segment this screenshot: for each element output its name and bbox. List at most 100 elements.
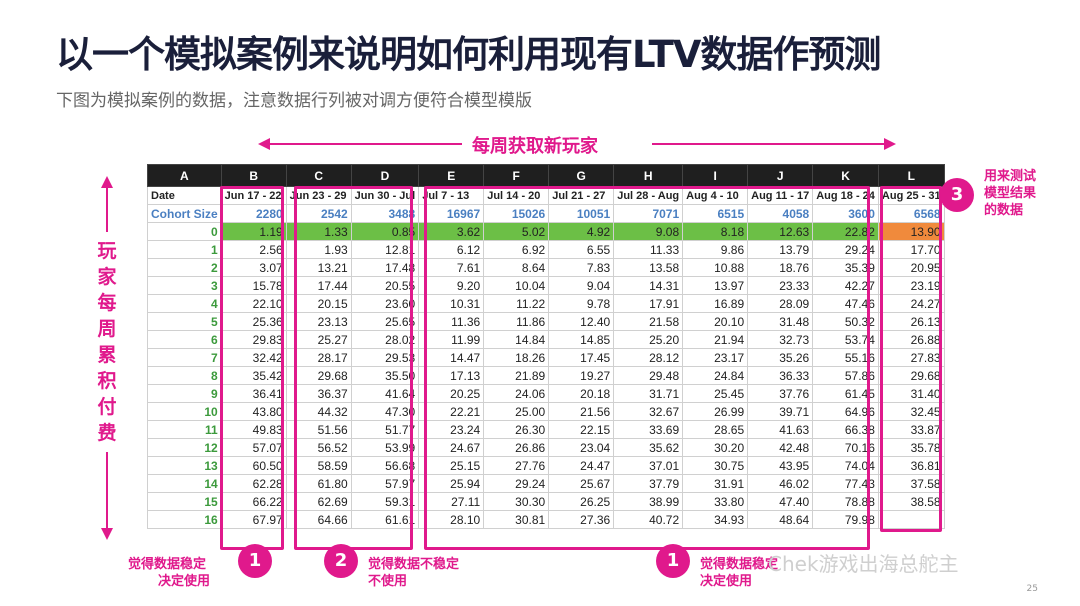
week-label: 13: [147, 456, 222, 475]
week-label: 6: [147, 330, 222, 349]
table-row: 5 25.36 23.13 25.65 11.36 11.86 12.40 21.58 20.1…: [147, 312, 945, 331]
week-label: 16: [147, 510, 222, 529]
page-title: 以一个模拟案例来说明如何利用现有LTV数据作预测: [56, 33, 881, 76]
column-header: F: [483, 164, 550, 187]
ltv-cell: 14.47: [418, 348, 485, 367]
ltv-cell: 36.41: [220, 384, 287, 403]
ltv-cell: 35.26: [747, 348, 814, 367]
ltv-cell: 30.81: [483, 510, 550, 529]
top-arrow-label: 每周获取新玩家: [472, 136, 598, 157]
table-row: 2 3.07 13.21 17.48 7.61 8.64 7.83 13.58 10.88 18.…: [147, 258, 945, 277]
badge-2: 2: [324, 544, 358, 578]
ltv-cell: 11.99: [418, 330, 485, 349]
column-header: G: [548, 164, 615, 187]
column-header: C: [285, 164, 352, 187]
ltv-cell: 64.66: [285, 510, 352, 529]
column-header: L: [877, 164, 945, 187]
ltv-cell: 33.87: [877, 420, 945, 439]
ltv-cell: 1.19: [220, 222, 287, 241]
cohort-size-cell: 6568: [877, 204, 945, 223]
badge-1-left: 1: [238, 544, 272, 578]
ltv-cell: 20.18: [548, 384, 615, 403]
column-header: E: [418, 164, 485, 187]
cohort-size-cell: 10051: [548, 204, 615, 223]
table-row: 13 60.50 58.59 56.68 25.15 27.76 24.47 37.01 30.…: [147, 456, 945, 475]
ltv-cell: 20.55: [350, 276, 420, 295]
week-label: 10: [147, 402, 222, 421]
ltv-cell: 7.61: [418, 258, 485, 277]
arrow-up-icon: [101, 176, 113, 188]
date-cell: Aug 25 - 31: [877, 186, 945, 205]
ltv-cell: 53.99: [350, 438, 420, 457]
ltv-cell: 25.27: [285, 330, 352, 349]
side-arrow-line-bottom: [106, 452, 108, 530]
table-row: 8 35.42 29.68 35.50 17.13 21.89 19.27 29.48 24.8…: [147, 366, 945, 385]
ltv-cell: 37.76: [747, 384, 814, 403]
highlight-box-1-left: [220, 186, 284, 550]
week-label: 3: [147, 276, 222, 295]
ltv-cell: [877, 510, 945, 529]
ltv-cell: 4.92: [548, 222, 615, 241]
ltv-cell: 56.68: [350, 456, 420, 475]
ltv-cell: 34.93: [682, 510, 749, 529]
ltv-cell: 25.45: [682, 384, 749, 403]
ltv-cell: 48.64: [747, 510, 814, 529]
side-arrow-line-top: [106, 186, 108, 232]
column-header: I: [682, 164, 749, 187]
page-subtitle: 下图为模拟案例的数据，注意数据行列被对调方便符合模型模版: [56, 91, 532, 111]
ltv-cell: 27.76: [483, 456, 550, 475]
ltv-cell: 10.88: [682, 258, 749, 277]
ltv-cell: 31.71: [613, 384, 684, 403]
week-label: 7: [147, 348, 222, 367]
ltv-cell: 61.80: [285, 474, 352, 493]
ltv-cell: 39.71: [747, 402, 814, 421]
ltv-cell: 16.89: [682, 294, 749, 313]
top-arrow-line-left: [266, 143, 462, 145]
ltv-cell: 37.58: [877, 474, 945, 493]
ltv-cell: 43.80: [220, 402, 287, 421]
ltv-cell: 29.68: [877, 366, 945, 385]
ltv-cell: 13.90: [877, 222, 945, 241]
ltv-cell: 6.12: [418, 240, 485, 259]
top-arrow-line-right: [652, 143, 886, 145]
ltv-cell: 0.85: [350, 222, 420, 241]
note-3: 用来测试 模型结果 的数据: [984, 169, 1037, 218]
ltv-cell: 14.31: [613, 276, 684, 295]
ltv-cell: 23.24: [418, 420, 485, 439]
week-label: 1: [147, 240, 222, 259]
table-row: 11 49.83 51.56 51.77 23.24 26.30 22.15 33.69 28.…: [147, 420, 945, 439]
arrow-left-icon: [258, 138, 270, 150]
table-row: 1 2.56 1.93 12.81 6.12 6.92 6.55 11.33 9.86 13.79…: [147, 240, 945, 259]
ltv-cell: 41.63: [747, 420, 814, 439]
ltv-cell: 20.95: [877, 258, 945, 277]
date-row: Date Jun 17 - 22 Jun 23 - 29 Jun 30 - Jul Ju…: [147, 186, 945, 205]
ltv-table: A B C D E F G H I J K L Date Jun 17 - 22 Jun 23 - 29 Ju…: [147, 164, 945, 529]
table-row: 16 67.97 64.66 61.61 28.10 30.81 27.36 40.72 34.…: [147, 510, 945, 529]
table-row: 6 29.83 25.27 28.02 11.99 14.84 14.85 25.20 21.9…: [147, 330, 945, 349]
note-1-left: 觉得数据稳定 决定使用: [128, 557, 211, 589]
week-label: 0: [147, 222, 222, 241]
table-row: 15 66.22 62.69 59.31 27.11 30.30 26.25 38.99 33.…: [147, 492, 945, 511]
ltv-cell: 10.04: [483, 276, 550, 295]
ltv-cell: 47.30: [350, 402, 420, 421]
week-label: 2: [147, 258, 222, 277]
highlight-box-2: [294, 186, 413, 550]
ltv-cell: 41.64: [350, 384, 420, 403]
ltv-cell: 8.18: [682, 222, 749, 241]
ltv-cell: 30.75: [682, 456, 749, 475]
ltv-cell: 58.59: [285, 456, 352, 475]
ltv-cell: 24.84: [682, 366, 749, 385]
table-row: 7 32.42 28.17 29.53 14.47 18.26 17.45 28.12 23.1…: [147, 348, 945, 367]
date-row-label: Date: [147, 186, 222, 205]
ltv-cell: 26.88: [877, 330, 945, 349]
badge-3: 3: [940, 178, 974, 212]
week-label: 15: [147, 492, 222, 511]
column-header: A: [147, 164, 222, 187]
arrow-right-icon: [884, 138, 896, 150]
ltv-cell: 27.36: [548, 510, 615, 529]
highlight-box-1-right: [424, 186, 870, 550]
table-row: 10 43.80 44.32 47.30 22.21 25.00 21.56 32.67 26.…: [147, 402, 945, 421]
ltv-cell: 51.77: [350, 420, 420, 439]
ltv-cell: 61.61: [350, 510, 420, 529]
column-header: D: [350, 164, 420, 187]
